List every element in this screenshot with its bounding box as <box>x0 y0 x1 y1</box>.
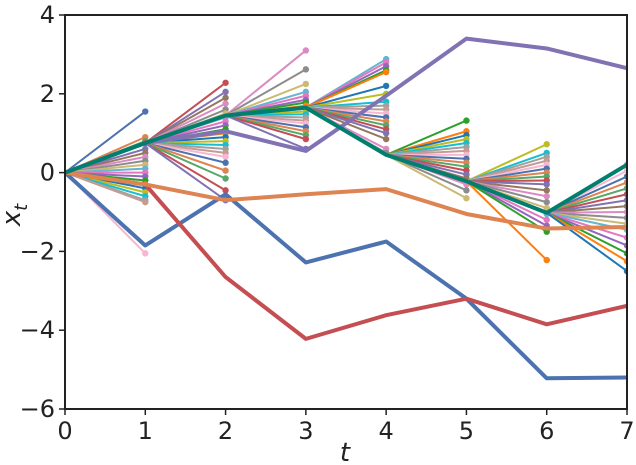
fan-endpoint <box>302 66 310 73</box>
fan-line <box>385 119 467 156</box>
fan-endpoint <box>543 181 550 188</box>
fan-line <box>225 83 307 117</box>
y-tick-label: −6 <box>20 395 55 423</box>
fan-endpoint <box>543 216 550 224</box>
axes-layer <box>64 14 628 410</box>
fan-endpoint <box>543 187 550 194</box>
fan-endpoint <box>463 117 470 124</box>
fan-endpoint <box>543 193 550 200</box>
fan-endpoint <box>463 187 470 194</box>
fan-endpoint <box>382 135 390 143</box>
x-tick-label: 2 <box>218 417 233 445</box>
y-axis-title-main: x <box>0 210 27 227</box>
series-line <box>65 105 627 215</box>
fan-line <box>466 143 548 183</box>
fan-line <box>144 81 227 144</box>
fan-endpoint <box>222 159 229 166</box>
x-tick-label: 5 <box>459 417 474 445</box>
fan-endpoint <box>382 68 390 76</box>
fan-line <box>225 114 307 141</box>
ticks-layer: 0 1 2 3 4 5 6 7 −6 −4 −2 0 2 4 <box>20 1 635 445</box>
fan-line <box>546 211 627 255</box>
fan-endpoint <box>382 82 390 90</box>
series-line <box>65 170 627 231</box>
fan-line <box>305 71 387 109</box>
fan-line <box>65 110 146 174</box>
fan-endpoint <box>543 141 550 148</box>
fan-endpoint <box>222 187 229 194</box>
y-axis-title: xt <box>0 203 32 227</box>
fan-endpoint <box>222 94 229 101</box>
fan-line <box>546 211 627 272</box>
fan-endpoint <box>222 153 229 161</box>
fan-endpoint <box>222 175 229 182</box>
y-tick-label: −2 <box>20 237 55 265</box>
fan-endpoint <box>222 167 229 174</box>
fan-line <box>144 142 227 192</box>
fan-endpoint <box>142 108 149 115</box>
y-tick-label: 4 <box>40 1 55 29</box>
fan-endpoint <box>543 198 550 206</box>
x-tick-label: 4 <box>379 417 394 445</box>
fan-line <box>225 68 307 117</box>
x-axis-title: t <box>340 438 351 465</box>
fan-endpoint <box>142 198 149 206</box>
fan-line <box>465 180 548 233</box>
fan-line <box>546 211 627 239</box>
fan-endpoint <box>142 250 149 257</box>
y-axis-title-subscript: t <box>11 203 32 211</box>
fan-line <box>305 92 387 109</box>
fan-line <box>546 211 627 263</box>
fan-endpoint <box>382 130 390 137</box>
fan-line <box>65 171 146 204</box>
fan-endpoint <box>302 135 310 143</box>
fan-endpoint <box>302 80 310 88</box>
fan-line <box>144 142 227 201</box>
y-tick-label: −4 <box>20 316 55 344</box>
fan-line <box>144 142 226 172</box>
x-tick-label: 6 <box>539 417 554 445</box>
fan-line <box>224 49 307 117</box>
fan-line <box>144 142 226 180</box>
fan-endpoint <box>463 195 470 202</box>
main-series-layer <box>65 36 627 381</box>
x-tick-label: 1 <box>138 417 153 445</box>
fan-line <box>225 114 307 150</box>
y-tick-label: 2 <box>40 80 55 108</box>
axes-frame <box>64 14 628 410</box>
fan-endpoint <box>222 88 229 96</box>
y-tick-label: 0 <box>40 159 55 187</box>
fan-endpoint <box>222 100 229 107</box>
fan-line <box>145 142 226 164</box>
series-line <box>65 170 627 341</box>
fan-endpoint <box>222 79 229 86</box>
x-tick-label: 3 <box>298 417 313 445</box>
series-line <box>65 36 627 175</box>
fan-line <box>305 84 387 109</box>
series-line <box>65 170 627 381</box>
fan-endpoint <box>302 47 310 54</box>
fan-endpoint <box>543 256 550 264</box>
fan-line <box>385 153 467 200</box>
x-tick-label: 7 <box>619 417 634 445</box>
x-tick-label: 0 <box>57 417 72 445</box>
